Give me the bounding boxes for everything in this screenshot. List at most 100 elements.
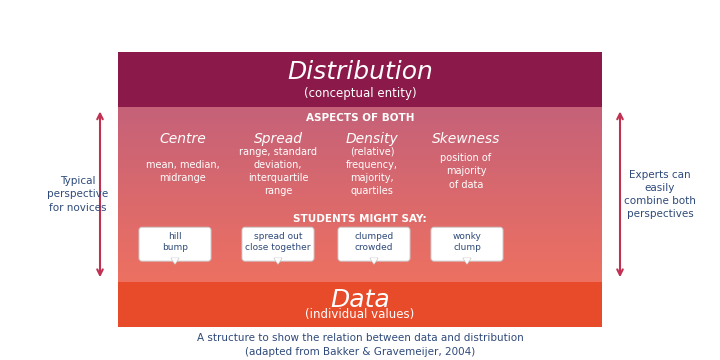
- FancyBboxPatch shape: [118, 194, 602, 197]
- Polygon shape: [464, 258, 470, 264]
- FancyBboxPatch shape: [118, 180, 602, 183]
- FancyBboxPatch shape: [118, 199, 602, 202]
- FancyBboxPatch shape: [118, 148, 602, 151]
- FancyBboxPatch shape: [118, 120, 602, 123]
- FancyBboxPatch shape: [118, 225, 602, 228]
- FancyBboxPatch shape: [118, 115, 602, 118]
- FancyBboxPatch shape: [118, 245, 602, 247]
- FancyBboxPatch shape: [118, 213, 602, 216]
- FancyBboxPatch shape: [118, 185, 602, 188]
- FancyBboxPatch shape: [118, 210, 602, 212]
- FancyBboxPatch shape: [118, 164, 602, 167]
- Polygon shape: [171, 258, 179, 264]
- FancyBboxPatch shape: [118, 161, 602, 163]
- FancyBboxPatch shape: [118, 253, 602, 256]
- FancyBboxPatch shape: [118, 204, 602, 207]
- Text: Distribution: Distribution: [287, 60, 433, 84]
- FancyBboxPatch shape: [118, 192, 602, 195]
- FancyBboxPatch shape: [118, 266, 602, 269]
- FancyBboxPatch shape: [118, 125, 602, 128]
- FancyBboxPatch shape: [118, 201, 602, 204]
- FancyBboxPatch shape: [118, 229, 602, 232]
- Polygon shape: [463, 258, 471, 264]
- FancyBboxPatch shape: [118, 167, 602, 170]
- Polygon shape: [171, 258, 179, 264]
- Polygon shape: [274, 258, 282, 264]
- FancyBboxPatch shape: [242, 227, 314, 261]
- FancyBboxPatch shape: [118, 159, 602, 162]
- FancyBboxPatch shape: [118, 217, 602, 219]
- Text: mean, median,
midrange: mean, median, midrange: [146, 160, 220, 183]
- FancyBboxPatch shape: [118, 181, 602, 184]
- Text: Centre: Centre: [160, 131, 207, 145]
- FancyBboxPatch shape: [118, 153, 602, 156]
- FancyBboxPatch shape: [118, 108, 602, 111]
- Text: hill
bump: hill bump: [162, 232, 188, 252]
- FancyBboxPatch shape: [118, 166, 602, 168]
- Text: Skewness: Skewness: [432, 131, 500, 145]
- FancyBboxPatch shape: [118, 211, 602, 214]
- FancyBboxPatch shape: [118, 255, 602, 258]
- FancyBboxPatch shape: [118, 152, 602, 154]
- FancyBboxPatch shape: [118, 136, 602, 139]
- FancyBboxPatch shape: [118, 145, 602, 148]
- FancyBboxPatch shape: [118, 234, 602, 237]
- FancyBboxPatch shape: [338, 227, 410, 261]
- FancyBboxPatch shape: [118, 131, 602, 134]
- Text: Experts can
easily
combine both
perspectives: Experts can easily combine both perspect…: [624, 170, 696, 219]
- FancyBboxPatch shape: [118, 280, 602, 283]
- Text: A structure to show the relation between data and distribution
(adapted from Bak: A structure to show the relation between…: [197, 333, 523, 357]
- FancyBboxPatch shape: [118, 275, 602, 277]
- FancyBboxPatch shape: [118, 175, 602, 177]
- FancyBboxPatch shape: [118, 243, 602, 246]
- FancyBboxPatch shape: [118, 259, 602, 261]
- Text: range, standard
deviation,
interquartile
range: range, standard deviation, interquartile…: [239, 147, 317, 196]
- Text: clumped
crowded: clumped crowded: [354, 232, 394, 252]
- FancyBboxPatch shape: [118, 190, 602, 193]
- FancyBboxPatch shape: [118, 197, 602, 200]
- FancyBboxPatch shape: [118, 155, 602, 158]
- FancyBboxPatch shape: [118, 238, 602, 240]
- FancyBboxPatch shape: [118, 250, 602, 253]
- FancyBboxPatch shape: [118, 261, 602, 263]
- FancyBboxPatch shape: [118, 195, 602, 198]
- FancyBboxPatch shape: [118, 113, 602, 116]
- FancyBboxPatch shape: [118, 203, 602, 205]
- FancyBboxPatch shape: [118, 178, 602, 181]
- FancyBboxPatch shape: [118, 278, 602, 281]
- FancyBboxPatch shape: [118, 132, 602, 135]
- FancyBboxPatch shape: [118, 106, 602, 109]
- FancyBboxPatch shape: [139, 227, 211, 261]
- Text: Typical
perspective
for novices: Typical perspective for novices: [48, 176, 109, 212]
- FancyBboxPatch shape: [118, 247, 602, 249]
- Text: Density: Density: [346, 131, 398, 145]
- FancyBboxPatch shape: [118, 111, 602, 114]
- FancyBboxPatch shape: [118, 282, 602, 327]
- FancyBboxPatch shape: [118, 227, 602, 230]
- FancyBboxPatch shape: [118, 220, 602, 223]
- FancyBboxPatch shape: [118, 215, 602, 218]
- Text: (conceptual entity): (conceptual entity): [304, 87, 416, 100]
- Polygon shape: [370, 258, 378, 264]
- FancyBboxPatch shape: [118, 271, 602, 274]
- FancyBboxPatch shape: [118, 248, 602, 251]
- FancyBboxPatch shape: [118, 147, 602, 149]
- FancyBboxPatch shape: [118, 276, 602, 279]
- FancyBboxPatch shape: [118, 171, 602, 174]
- FancyBboxPatch shape: [118, 183, 602, 186]
- Text: (individual values): (individual values): [305, 309, 415, 321]
- FancyBboxPatch shape: [118, 150, 602, 153]
- FancyBboxPatch shape: [118, 124, 602, 126]
- FancyBboxPatch shape: [118, 219, 602, 221]
- FancyBboxPatch shape: [118, 189, 602, 191]
- FancyBboxPatch shape: [118, 173, 602, 176]
- FancyBboxPatch shape: [118, 134, 602, 137]
- FancyBboxPatch shape: [118, 231, 602, 233]
- FancyBboxPatch shape: [118, 257, 602, 260]
- Text: (relative)
frequency,
majority,
quartiles: (relative) frequency, majority, quartile…: [346, 147, 398, 196]
- FancyBboxPatch shape: [118, 169, 602, 172]
- Text: wonky
clump: wonky clump: [453, 232, 482, 252]
- FancyBboxPatch shape: [118, 176, 602, 179]
- FancyBboxPatch shape: [118, 206, 602, 209]
- FancyBboxPatch shape: [118, 241, 602, 244]
